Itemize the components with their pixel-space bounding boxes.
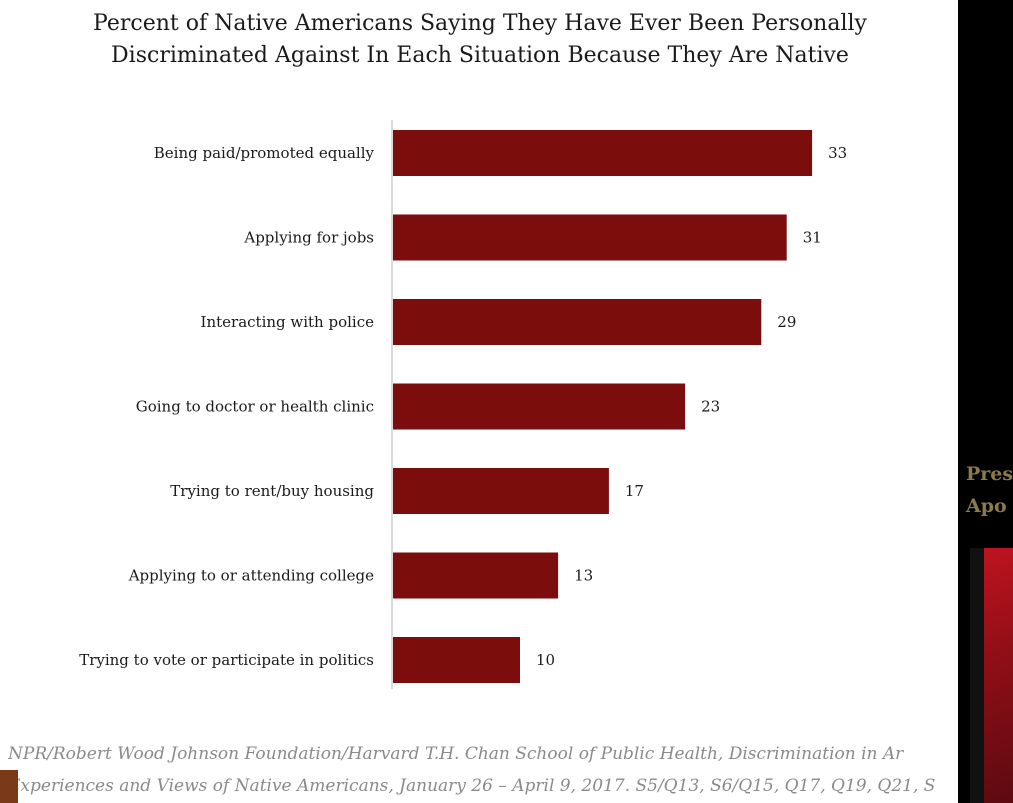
category-label: Trying to vote or participate in politic…	[79, 651, 374, 669]
value-label: 17	[625, 482, 644, 500]
value-label: 33	[828, 144, 847, 162]
source-line-2: Experiences and Views of Native American…	[8, 776, 936, 796]
bar	[393, 299, 762, 345]
category-label: Applying for jobs	[243, 229, 374, 247]
value-label: 10	[536, 651, 555, 669]
side-text-line-2: Apo	[966, 495, 1007, 517]
bar	[393, 214, 787, 261]
chart-slide: Percent of Native Americans Saying They …	[0, 0, 958, 803]
category-label: Interacting with police	[201, 313, 375, 331]
source-note: NPR/Robert Wood Johnson Foundation/Harva…	[8, 738, 958, 803]
side-article-image[interactable]	[970, 548, 1013, 803]
chart-title-line-1: Percent of Native Americans Saying They …	[93, 11, 867, 36]
category-label: Trying to rent/buy housing	[170, 482, 374, 500]
value-label: 23	[701, 398, 720, 416]
chart-title: Percent of Native Americans Saying They …	[40, 8, 920, 72]
side-image-shadow	[970, 548, 984, 803]
side-article-title[interactable]: Pres Apo	[966, 458, 1013, 522]
value-label: 13	[574, 567, 593, 585]
value-label: 29	[777, 313, 796, 331]
bar	[393, 468, 609, 514]
bar	[393, 637, 520, 683]
corner-decoration	[0, 770, 18, 803]
side-panel: Pres Apo	[958, 0, 1013, 803]
bar	[393, 552, 559, 599]
category-label: Going to doctor or health clinic	[136, 398, 374, 416]
bar	[393, 383, 686, 430]
side-text-line-1: Pres	[966, 463, 1013, 485]
chart-title-line-2: Discriminated Against In Each Situation …	[111, 43, 849, 68]
bar-chart: Being paid/promoted equally 33 Applying fo…	[79, 120, 847, 689]
category-label: Being paid/promoted equally	[154, 144, 375, 162]
category-label: Applying to or attending college	[128, 567, 374, 585]
bar	[393, 130, 813, 176]
source-line-1: NPR/Robert Wood Johnson Foundation/Harva…	[8, 744, 904, 764]
value-label: 31	[803, 229, 822, 247]
